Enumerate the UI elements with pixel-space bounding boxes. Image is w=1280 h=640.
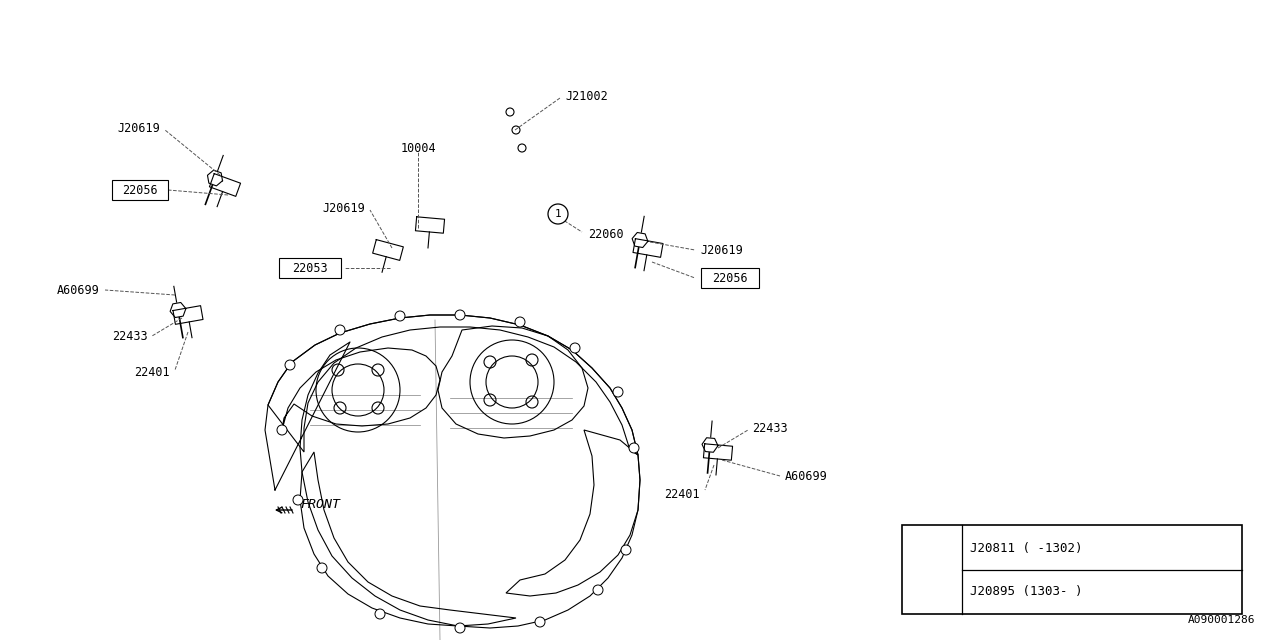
Text: J21002: J21002	[564, 90, 608, 102]
Circle shape	[512, 126, 520, 134]
Text: J20619: J20619	[118, 122, 160, 134]
Circle shape	[285, 360, 294, 370]
Bar	[701, 268, 759, 288]
Circle shape	[276, 425, 287, 435]
Circle shape	[593, 585, 603, 595]
Text: 22056: 22056	[122, 184, 157, 196]
Circle shape	[335, 325, 346, 335]
Bar	[113, 180, 168, 200]
Circle shape	[570, 343, 580, 353]
Text: 22056: 22056	[712, 271, 748, 285]
Circle shape	[628, 443, 639, 453]
Circle shape	[621, 545, 631, 555]
Text: 22401: 22401	[664, 488, 700, 500]
Circle shape	[454, 623, 465, 633]
Text: 1: 1	[928, 563, 936, 576]
Text: A60699: A60699	[785, 470, 828, 483]
Text: 10004: 10004	[401, 141, 435, 154]
Text: 22060: 22060	[588, 227, 623, 241]
Bar	[279, 258, 340, 278]
Text: 22401: 22401	[134, 365, 170, 378]
Text: J20619: J20619	[323, 202, 365, 214]
Circle shape	[535, 617, 545, 627]
Text: FRONT: FRONT	[300, 499, 340, 511]
Circle shape	[548, 204, 568, 224]
Circle shape	[506, 108, 515, 116]
Circle shape	[454, 310, 465, 320]
Bar	[902, 525, 1242, 614]
Circle shape	[613, 387, 623, 397]
Circle shape	[515, 317, 525, 327]
Text: J20895 (1303- ): J20895 (1303- )	[970, 586, 1083, 598]
Circle shape	[920, 557, 943, 582]
Text: 22053: 22053	[292, 262, 328, 275]
Text: 22433: 22433	[753, 422, 787, 435]
Circle shape	[317, 563, 326, 573]
Circle shape	[396, 311, 404, 321]
Text: 1: 1	[554, 209, 562, 219]
Text: J20811 ( -1302): J20811 ( -1302)	[970, 543, 1083, 556]
Text: 22433: 22433	[113, 330, 148, 342]
Text: J20619: J20619	[700, 243, 742, 257]
Text: A60699: A60699	[58, 284, 100, 296]
Text: A090001286: A090001286	[1188, 615, 1254, 625]
Circle shape	[375, 609, 385, 619]
Circle shape	[293, 495, 303, 505]
Circle shape	[518, 144, 526, 152]
